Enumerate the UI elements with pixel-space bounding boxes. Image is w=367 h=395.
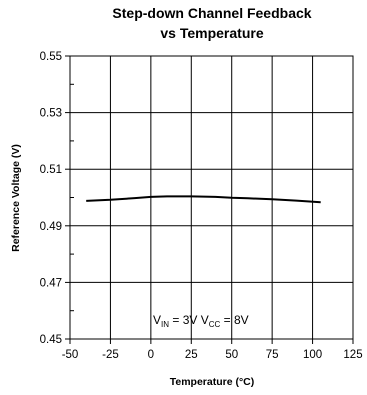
x-ticks: -50 -25 0 25 50 75 100 125 [62, 339, 363, 361]
x-tick-label: 100 [303, 349, 322, 361]
series-line [86, 195, 321, 204]
x-tick-label: 75 [266, 349, 279, 361]
y-axis-label: Reference Voltage (V) [10, 144, 22, 252]
y-tick-label: 0.49 [40, 221, 62, 233]
y-tick-label: 0.45 [40, 334, 62, 346]
condition-annotation: VIN = 3V VCC = 8V [153, 313, 249, 329]
y-ticks: 0.45 0.47 0.49 0.51 0.53 0.55 [40, 51, 74, 346]
series-lines [86, 195, 321, 204]
x-tick-label: -50 [62, 349, 79, 361]
y-tick-label: 0.47 [40, 277, 62, 289]
y-tick-label: 0.53 [40, 108, 62, 120]
x-axis-label: Temperature (°C) [170, 376, 255, 388]
x-tick-label: 50 [225, 349, 238, 361]
x-tick-label: 25 [185, 349, 198, 361]
y-tick-label: 0.55 [40, 51, 62, 63]
y-tick-label: 0.51 [40, 164, 62, 176]
chart-subtitle: vs Temperature [160, 25, 263, 41]
x-tick-label: 0 [148, 349, 154, 361]
x-tick-label: -25 [102, 349, 119, 361]
chart-title: Step-down Channel Feedback [112, 5, 311, 21]
x-tick-label: 125 [343, 349, 362, 361]
